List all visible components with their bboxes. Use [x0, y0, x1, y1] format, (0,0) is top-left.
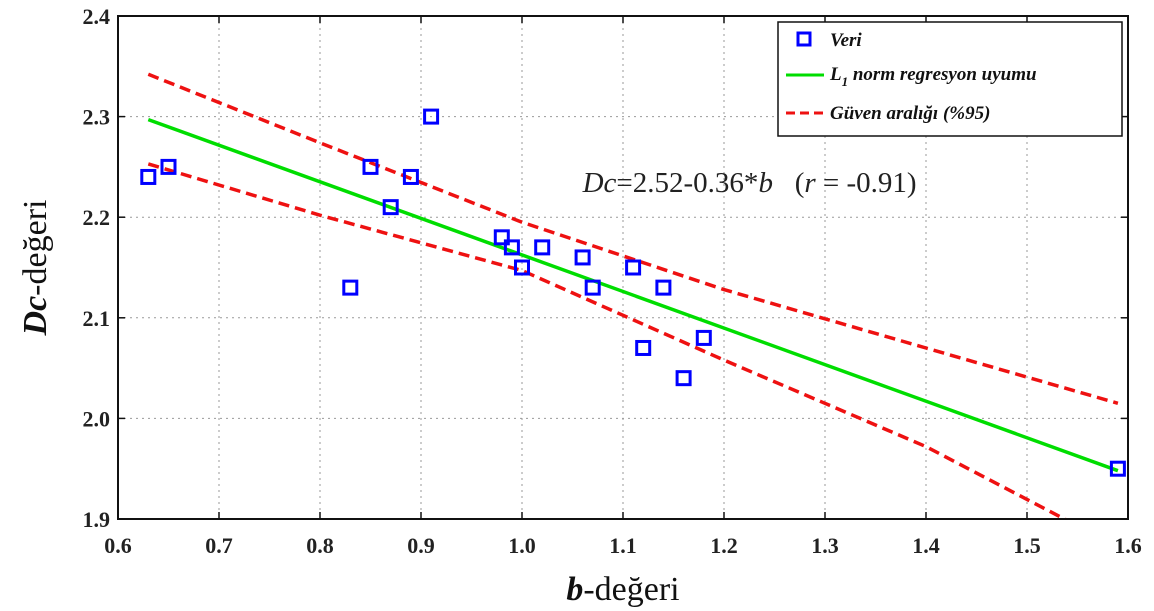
annotation: Dc=2.52-0.36*b (r = -0.91)	[582, 167, 917, 199]
annotation-r-value: = -0.91)	[816, 167, 917, 199]
data-point	[1109, 460, 1126, 477]
x-tick-label: 1.0	[508, 533, 536, 558]
annotation-var-dc: Dc	[582, 167, 617, 199]
legend-marker-veri	[796, 31, 812, 47]
data-point	[655, 279, 672, 296]
y-tick-label: 2.2	[83, 205, 111, 230]
data-point	[160, 158, 177, 175]
legend-label-ci: Güven aralığı (%95)	[830, 103, 990, 124]
plot-area	[147, 72, 1119, 519]
data-point	[574, 249, 591, 266]
x-tick-label: 0.6	[104, 533, 132, 558]
x-tick-label: 1.6	[1114, 533, 1142, 558]
legend-label-veri: Veri	[830, 30, 862, 51]
legend-label-fit-l: L	[829, 64, 842, 85]
regression-line	[147, 117, 1119, 473]
legend-label-fit: L1 norm regresyon uyumu	[829, 64, 1037, 89]
data-point	[514, 259, 530, 276]
data-point	[584, 279, 601, 296]
data-point	[635, 339, 652, 356]
data-point	[342, 279, 359, 296]
series-layer	[140, 72, 1126, 519]
y-tick-label: 2.1	[83, 306, 111, 331]
data-point	[423, 108, 440, 125]
data-point	[362, 158, 379, 175]
data-point	[140, 168, 157, 185]
legend-label-fit-rest: norm regresyon uyumu	[848, 64, 1036, 85]
data-point	[625, 259, 642, 276]
x-tick-label: 1.4	[912, 533, 940, 558]
confidence-upper-line	[147, 72, 1119, 405]
annotation-var-b: b	[758, 167, 773, 199]
markers	[140, 108, 1126, 477]
x-axis-title-var: b	[566, 571, 583, 608]
data-point	[534, 239, 551, 256]
data-point	[493, 229, 510, 246]
y-axis-title: Dc-değeri	[17, 200, 54, 337]
x-tick-label: 0.9	[407, 533, 435, 558]
x-tick-label: 1.5	[1013, 533, 1041, 558]
legend-box	[777, 21, 1123, 137]
data-point	[695, 329, 712, 346]
confidence-lower-line	[147, 162, 1069, 519]
y-tick-label: 1.9	[83, 507, 111, 532]
x-tick-label: 0.7	[205, 533, 233, 558]
x-tick-label: 1.3	[811, 533, 839, 558]
ticks: 0.6 0.7 0.8 0.9 1.0 1.1 1.2 1.3 1.4 1.5 1.6 1.9 2.0 2…	[83, 4, 1142, 558]
x-tick-label: 1.2	[710, 533, 738, 558]
data-point	[402, 168, 419, 185]
x-tick-label: 0.8	[306, 533, 334, 558]
data-point	[503, 239, 520, 256]
annotation-var-r: r	[804, 167, 816, 199]
y-axis-title-var: Dc	[17, 296, 54, 337]
annotation-paren: (	[773, 167, 804, 199]
legend-label-fit-sub: 1	[842, 74, 849, 89]
y-axis-title-rest: -değeri	[17, 200, 54, 296]
x-tick-label: 1.1	[609, 533, 637, 558]
annotation-equation: =2.52-0.36*	[616, 167, 758, 199]
data-point	[675, 370, 692, 387]
data-point	[382, 199, 399, 216]
x-axis-title-rest: -değeri	[583, 571, 679, 608]
legend: Veri L1 norm regresyon uyumu Güven aralı…	[777, 21, 1123, 137]
y-tick-label: 2.3	[83, 105, 111, 130]
y-tick-label: 2.0	[83, 406, 111, 431]
y-tick-label: 2.4	[83, 4, 111, 29]
x-axis-title: b-değeri	[566, 571, 679, 608]
